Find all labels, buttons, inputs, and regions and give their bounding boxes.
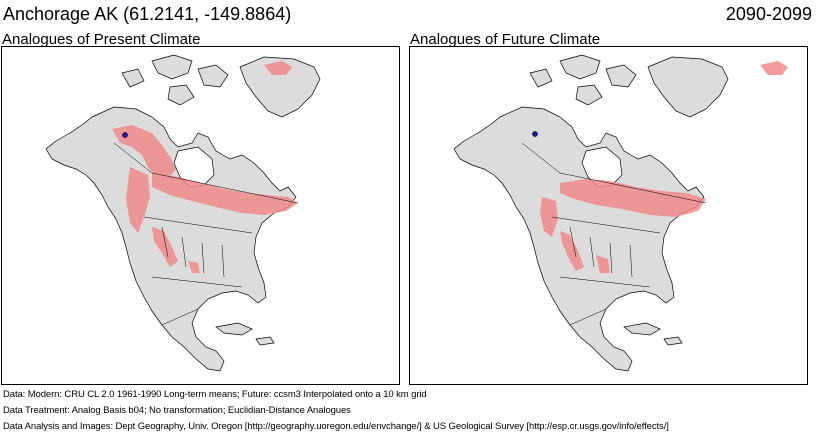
present-panel-title: Analogues of Present Climate	[2, 31, 201, 48]
land-masses	[45, 54, 321, 372]
arctic-islands	[529, 54, 637, 106]
location-title: Anchorage AK (61.2141, -149.8864)	[3, 4, 292, 24]
title-row: Anchorage AK (61.2141, -149.8864) 2090-2…	[3, 4, 812, 26]
greenland-landmass	[239, 56, 321, 118]
analogue-region-greenland	[760, 61, 788, 75]
future-panel-title: Analogues of Future Climate	[410, 31, 601, 48]
political-borders	[113, 142, 299, 326]
analogue-region-west-coast	[540, 197, 558, 237]
political-borders	[521, 142, 707, 326]
footer-treatment-line: Data Treatment: Analog Basis b04; No tra…	[3, 405, 351, 416]
footer-analysis-line: Data Analysis and Images: Dept Geography…	[3, 421, 669, 432]
caribbean-islands	[623, 322, 683, 346]
period-label: 2090-2099	[725, 4, 812, 24]
analogue-regions	[540, 61, 788, 273]
site-marker	[532, 131, 538, 137]
site-marker	[122, 132, 128, 138]
arctic-islands	[121, 54, 229, 106]
caribbean-islands	[215, 322, 275, 346]
footer-data-line: Data: Modern: CRU CL 2.0 1961-1990 Long-…	[3, 389, 427, 400]
analogue-region-boreal-band	[560, 179, 706, 217]
analogue-regions	[112, 61, 298, 273]
analogue-region-rockies	[560, 231, 610, 273]
future-climate-map	[409, 46, 808, 385]
present-climate-map	[1, 46, 400, 385]
land-masses	[453, 54, 729, 372]
analogue-region-greenland	[264, 61, 292, 75]
analogue-region-alaska-canada	[112, 125, 176, 179]
analogue-region-boreal-band	[152, 173, 298, 215]
analogue-region-west-coast	[126, 167, 150, 233]
north-america-landmass	[453, 106, 705, 372]
analogue-region-rockies	[152, 227, 200, 273]
greenland-landmass	[647, 56, 729, 118]
north-america-landmass	[45, 106, 297, 372]
